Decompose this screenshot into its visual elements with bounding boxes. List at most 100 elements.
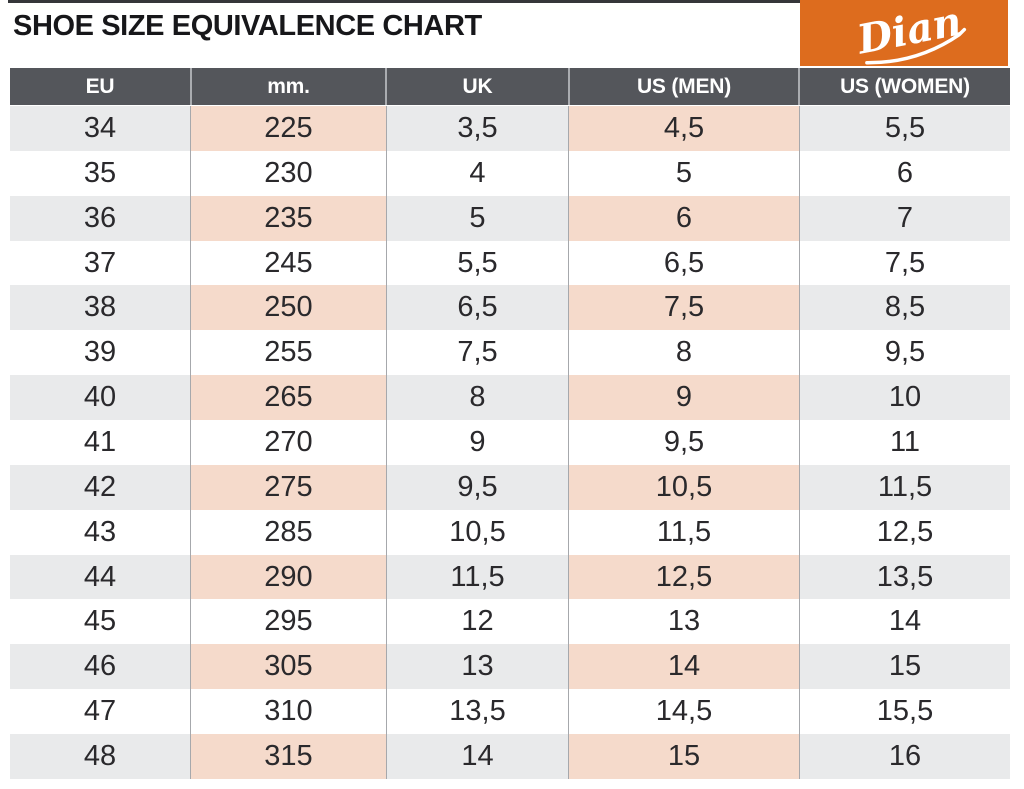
header-mm: mm. [190, 68, 387, 105]
cell-mm: 245 [190, 240, 387, 286]
top-divider-rule [8, 0, 800, 3]
cell-us-women: 10 [800, 375, 1010, 421]
cell-eu: 36 [10, 195, 190, 241]
cell-mm: 230 [190, 150, 387, 196]
cell-eu: 38 [10, 285, 190, 331]
cell-us-men: 5 [568, 150, 800, 196]
cell-us-women: 16 [800, 734, 1010, 779]
table-header-row: EU mm. UK US (MEN) US (WOMEN) [10, 68, 1010, 106]
cell-uk: 11,5 [387, 554, 568, 600]
cell-us-men: 7,5 [568, 285, 800, 331]
cell-eu: 43 [10, 509, 190, 555]
table-row: 47 310 13,5 14,5 15,5 [10, 689, 1010, 735]
cell-us-men: 6,5 [568, 240, 800, 286]
cell-us-men: 8 [568, 330, 800, 376]
cell-uk: 13,5 [387, 689, 568, 735]
cell-mm: 235 [190, 195, 387, 241]
table-row: 36 235 5 6 7 [10, 195, 1010, 241]
header-uk: UK [462, 74, 493, 98]
table-body: 34 225 3,5 4,5 5,5 35 230 4 5 6 36 235 5 6 7 37 245 5,5 6,… [10, 106, 1010, 779]
cell-mm: 285 [190, 509, 387, 555]
cell-us-men: 9,5 [568, 420, 800, 465]
cell-eu: 42 [10, 464, 190, 510]
cell-us-women: 11,5 [800, 464, 1010, 510]
cell-us-women: 13,5 [800, 554, 1010, 600]
cell-uk: 13 [387, 644, 568, 690]
brand-logo: Dian [800, 0, 1008, 66]
shoe-size-table: EU mm. UK US (MEN) US (WOMEN) 34 225 3,5 4,… [10, 68, 1010, 779]
cell-uk: 9,5 [387, 464, 568, 510]
cell-us-men: 10,5 [568, 464, 800, 510]
brand-name-text: Dian [853, 0, 966, 64]
cell-uk: 5 [387, 195, 568, 241]
table-row: 34 225 3,5 4,5 5,5 [10, 106, 1010, 151]
cell-eu: 37 [10, 240, 190, 286]
cell-mm: 225 [190, 106, 387, 151]
cell-us-men: 12,5 [568, 554, 800, 600]
table-row: 44 290 11,5 12,5 13,5 [10, 554, 1010, 600]
table-row: 46 305 13 14 15 [10, 644, 1010, 690]
cell-uk: 7,5 [387, 330, 568, 376]
cell-eu: 47 [10, 689, 190, 735]
cell-mm: 270 [190, 420, 387, 465]
cell-us-women: 15 [800, 644, 1010, 690]
cell-mm: 255 [190, 330, 387, 376]
cell-eu: 41 [10, 420, 190, 465]
cell-us-women: 7,5 [800, 240, 1010, 286]
cell-us-women: 5,5 [800, 106, 1010, 151]
cell-us-women: 11 [800, 420, 1010, 465]
cell-mm: 295 [190, 599, 387, 645]
cell-us-women: 6 [800, 150, 1010, 196]
table-row: 35 230 4 5 6 [10, 150, 1010, 196]
page-title: SHOE SIZE EQUIVALENCE CHART [13, 10, 482, 42]
cell-us-men: 11,5 [568, 509, 800, 555]
cell-uk: 6,5 [387, 285, 568, 331]
header-eu: EU [85, 74, 115, 98]
cell-uk: 9 [387, 420, 568, 465]
brand-underline-flourish [865, 27, 967, 65]
cell-us-men: 4,5 [568, 106, 800, 151]
header-us-men: US (MEN) [568, 68, 800, 105]
cell-uk: 4 [387, 150, 568, 196]
cell-us-women: 14 [800, 599, 1010, 645]
table-row: 38 250 6,5 7,5 8,5 [10, 285, 1010, 331]
cell-eu: 46 [10, 644, 190, 690]
table-row: 40 265 8 9 10 [10, 375, 1010, 421]
cell-us-men: 14 [568, 644, 800, 690]
cell-uk: 12 [387, 599, 568, 645]
cell-us-women: 7 [800, 195, 1010, 241]
cell-mm: 305 [190, 644, 387, 690]
cell-eu: 34 [10, 106, 190, 151]
cell-mm: 250 [190, 285, 387, 331]
cell-us-men: 6 [568, 195, 800, 241]
cell-mm: 265 [190, 375, 387, 421]
cell-uk: 3,5 [387, 106, 568, 151]
cell-mm: 315 [190, 734, 387, 779]
cell-uk: 5,5 [387, 240, 568, 286]
cell-uk: 8 [387, 375, 568, 421]
cell-us-men: 15 [568, 734, 800, 779]
cell-us-men: 13 [568, 599, 800, 645]
cell-us-women: 15,5 [800, 689, 1010, 735]
cell-us-men: 14,5 [568, 689, 800, 735]
cell-mm: 290 [190, 554, 387, 600]
cell-mm: 275 [190, 464, 387, 510]
cell-eu: 48 [10, 734, 190, 779]
cell-eu: 39 [10, 330, 190, 376]
cell-mm: 310 [190, 689, 387, 735]
cell-eu: 40 [10, 375, 190, 421]
table-row: 48 315 14 15 16 [10, 734, 1010, 779]
header-us-women: US (WOMEN) [840, 74, 970, 98]
table-row: 41 270 9 9,5 11 [10, 420, 1010, 465]
table-row: 42 275 9,5 10,5 11,5 [10, 464, 1010, 510]
table-row: 39 255 7,5 8 9,5 [10, 330, 1010, 376]
cell-us-women: 12,5 [800, 509, 1010, 555]
cell-eu: 44 [10, 554, 190, 600]
cell-uk: 10,5 [387, 509, 568, 555]
cell-us-women: 9,5 [800, 330, 1010, 376]
cell-uk: 14 [387, 734, 568, 779]
table-row: 37 245 5,5 6,5 7,5 [10, 240, 1010, 286]
cell-us-women: 8,5 [800, 285, 1010, 331]
brand-logo-icon: Dian [853, 0, 967, 65]
table-row: 45 295 12 13 14 [10, 599, 1010, 645]
